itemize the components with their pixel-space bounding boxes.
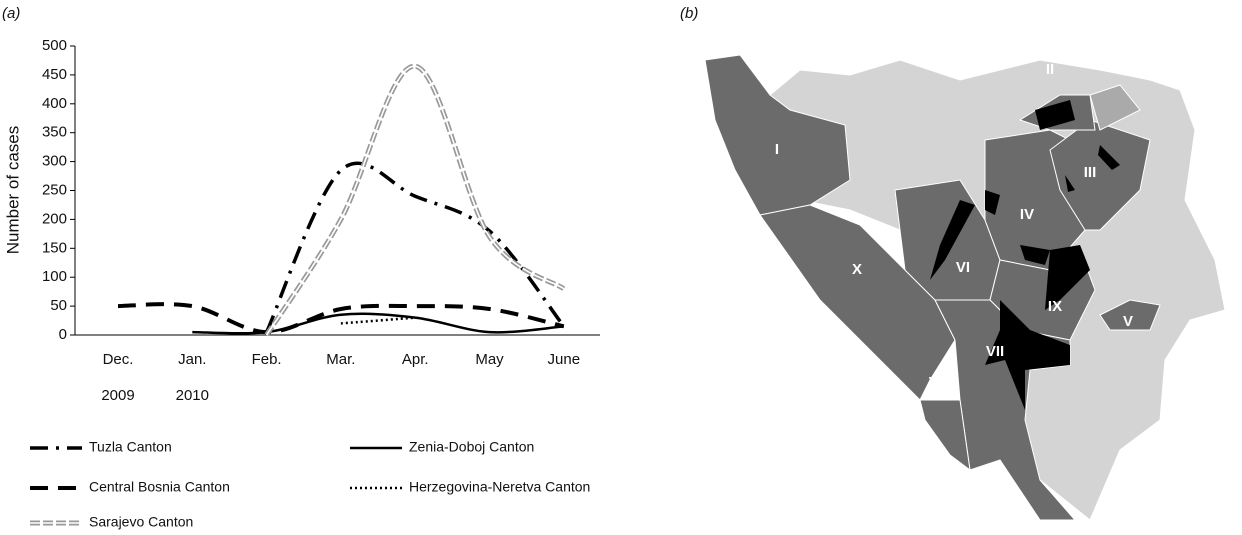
x-tick-label: Mar.: [326, 351, 356, 368]
y-tick-label: 500: [42, 37, 67, 54]
y-tick-label: 100: [42, 268, 67, 285]
region-label: X: [852, 261, 862, 278]
y-tick-label: 0: [59, 326, 67, 343]
legend-label: Sarajevo Canton: [89, 514, 193, 530]
series-line: [264, 63, 566, 337]
y-axis-label: Number of cases: [3, 126, 22, 255]
series-line: [117, 302, 565, 335]
x-tick-label: Jan. 2010: [175, 351, 209, 404]
legend-label: Herzegovina-Neretva Canton: [409, 479, 590, 495]
series-line: [340, 316, 416, 325]
series-line: [265, 161, 566, 333]
panel-label: (a): [2, 5, 20, 22]
region-label: V: [1123, 313, 1133, 330]
legend-label: Zenia-Doboj Canton: [409, 439, 534, 455]
region-label: VII: [986, 343, 1004, 360]
y-tick-label: 450: [42, 66, 67, 83]
x-tick-label: Apr.: [401, 351, 429, 368]
series-line-inner: [265, 65, 565, 336]
region-label: IX: [1048, 298, 1062, 315]
region-label: VIII: [929, 374, 952, 391]
map: I II III IV V VI VII VIII IX X: [704, 54, 1226, 521]
region-label: II: [1046, 61, 1054, 78]
region-label: III: [1084, 164, 1097, 181]
region: [704, 54, 851, 216]
x-tick-label: June: [547, 351, 581, 368]
y-tick-label: 300: [42, 153, 67, 170]
region: [919, 399, 971, 472]
region-label: VI: [956, 259, 970, 276]
y-tick-label: 250: [42, 181, 67, 198]
series-line: [192, 312, 564, 335]
region-label: IV: [1020, 206, 1034, 223]
y-tick-label: 200: [42, 210, 67, 227]
legend-label: Central Bosnia Canton: [89, 479, 230, 495]
y-tick-label: 350: [42, 124, 67, 141]
x-tick-label: May: [475, 351, 504, 368]
region: [1099, 299, 1161, 331]
region-label: I: [775, 141, 779, 158]
y-tick-label: 150: [42, 239, 67, 256]
region: [1089, 84, 1141, 131]
outbreak-area: [930, 100, 1120, 410]
y-tick-label: 50: [50, 297, 67, 314]
legend-label: Tuzla Canton: [89, 439, 172, 455]
x-tick-label: Dec. 2009: [101, 351, 135, 404]
panel-label: (b): [680, 5, 698, 22]
x-tick-label: Feb.: [251, 351, 282, 368]
y-tick-label: 400: [42, 95, 67, 112]
